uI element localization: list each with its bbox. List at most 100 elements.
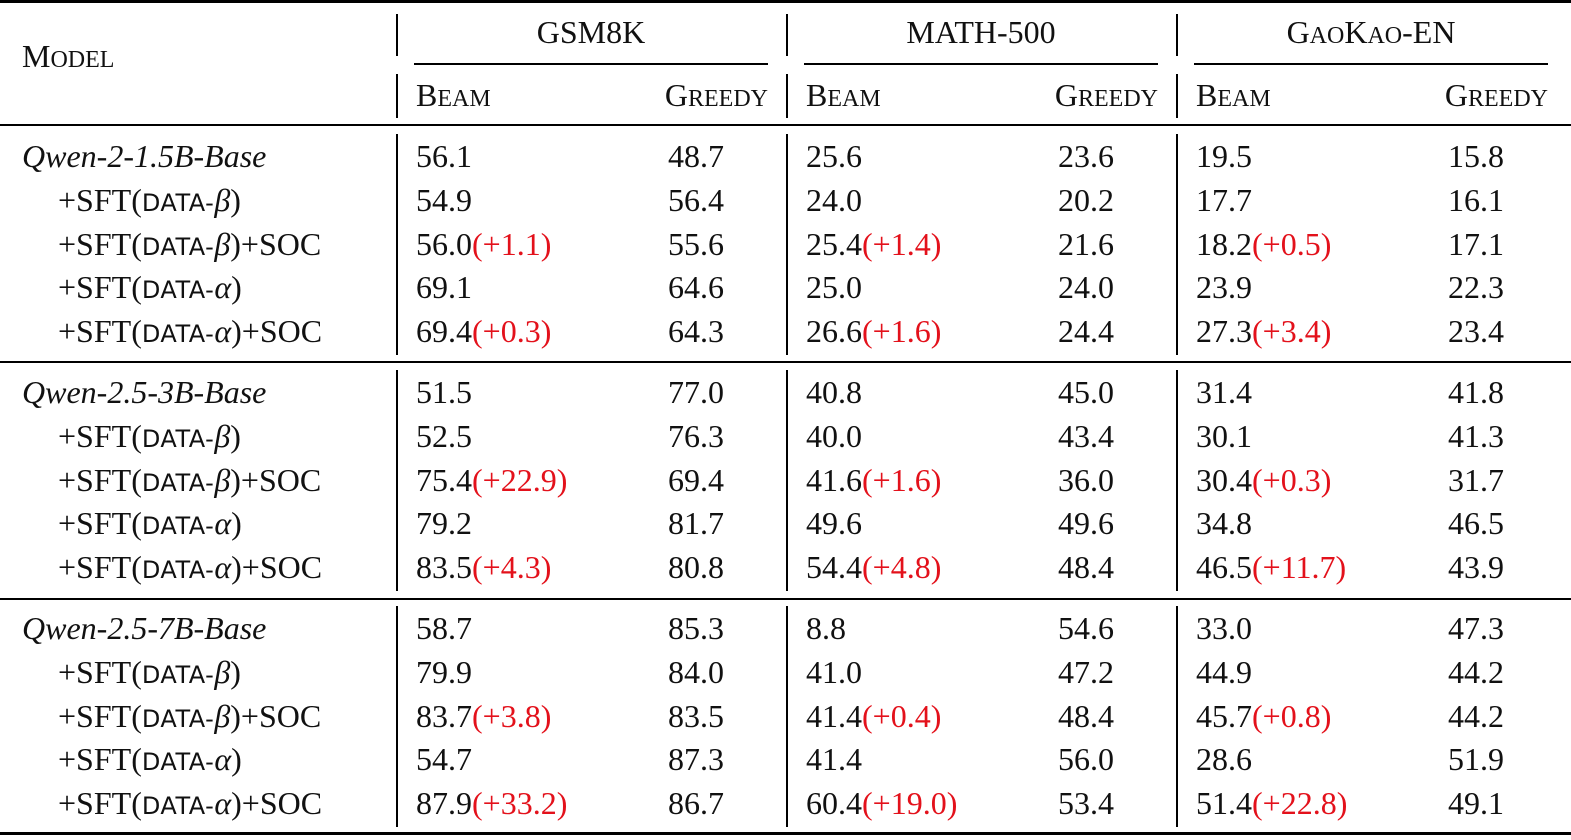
cell-beam: 41.0 <box>806 652 862 692</box>
cell-value: 52.5 <box>416 417 472 454</box>
header-vline <box>396 74 398 118</box>
header-vline <box>1176 14 1178 56</box>
cell-value: 87.9 <box>416 785 472 822</box>
cell-value: 54.4 <box>806 549 862 586</box>
cell-greedy: 56.0 <box>1058 739 1114 779</box>
cell-value: 30.4 <box>1196 461 1252 498</box>
variant-label: +SFT(DATA-α)+SOC <box>58 549 323 586</box>
cell-beam: 34.8 <box>1196 503 1252 543</box>
cell-beam: 75.4(+22.9) <box>416 460 567 500</box>
dataset-header-gsm8k: GSM8K <box>536 14 646 50</box>
cell-beam: 23.9 <box>1196 267 1252 307</box>
cell-value: 41.4 <box>806 697 862 734</box>
cell-value: 44.2 <box>1448 653 1504 690</box>
cell-greedy: 69.4 <box>668 460 724 500</box>
cell-beam: 25.6 <box>806 136 862 176</box>
cell-greedy: 51.9 <box>1448 739 1504 779</box>
cell-value: 48.4 <box>1058 697 1114 734</box>
cell-value: 83.7 <box>416 697 472 734</box>
cell-greedy: 16.1 <box>1448 180 1504 220</box>
body-vline <box>396 606 398 827</box>
delta-badge: (+0.3) <box>472 313 552 350</box>
cell-greedy: 48.4 <box>1058 696 1114 736</box>
cell-beam: 83.5(+4.3) <box>416 547 551 587</box>
cell-value: 49.6 <box>1058 505 1114 542</box>
cmidrule-gaokao <box>1194 63 1548 65</box>
cell-value: 33.0 <box>1196 610 1252 646</box>
cell-value: 87.3 <box>668 741 724 778</box>
delta-badge: (+1.6) <box>862 461 942 498</box>
cell-value: 76.3 <box>668 417 724 454</box>
cell-value: 77.0 <box>668 374 724 410</box>
cell-value: 54.6 <box>1058 610 1114 646</box>
cell-beam: 69.4(+0.3) <box>416 311 551 351</box>
cell-greedy: 41.8 <box>1448 372 1504 412</box>
cell-value: 86.7 <box>668 785 724 822</box>
cell-value: 46.5 <box>1196 549 1252 586</box>
cell-beam: 19.5 <box>1196 136 1252 176</box>
cell-beam: 87.9(+33.2) <box>416 783 567 823</box>
cell-value: 22.3 <box>1448 269 1504 306</box>
delta-badge: (+22.8) <box>1252 785 1348 822</box>
model-name: Qwen-2-1.5B-Base <box>22 138 267 174</box>
variant-label: +SFT(DATA-β) <box>58 653 241 690</box>
body-vline <box>396 134 398 355</box>
cell-beam: 33.0 <box>1196 608 1252 648</box>
cell-beam: 40.8 <box>806 372 862 412</box>
cell-value: 80.8 <box>668 549 724 586</box>
cell-beam: 27.3(+3.4) <box>1196 311 1331 351</box>
body-vline <box>786 370 788 591</box>
subheader-beam: BEAM <box>416 77 491 113</box>
cell-beam: 51.4(+22.8) <box>1196 783 1347 823</box>
body-vline <box>1176 606 1178 827</box>
cell-value: 47.3 <box>1448 610 1504 646</box>
cell-value: 58.7 <box>416 610 472 646</box>
variant-label: +SFT(DATA-α)+SOC <box>58 785 323 822</box>
delta-badge: (+33.2) <box>472 785 568 822</box>
cell-value: 81.7 <box>668 505 724 542</box>
delta-badge: (+1.6) <box>862 313 942 350</box>
header-rule <box>0 124 1571 126</box>
cell-value: 8.8 <box>806 610 846 646</box>
cell-value: 23.4 <box>1448 313 1504 350</box>
cell-value: 45.0 <box>1058 374 1114 410</box>
cell-value: 23.6 <box>1058 138 1114 174</box>
variant-label: +SFT(DATA-α) <box>58 741 242 778</box>
cell-greedy: 49.1 <box>1448 783 1504 823</box>
cell-value: 69.4 <box>668 461 724 498</box>
cell-value: 79.9 <box>416 653 472 690</box>
cell-value: 19.5 <box>1196 138 1252 174</box>
cell-beam: 58.7 <box>416 608 472 648</box>
cell-value: 54.7 <box>416 741 472 778</box>
model-name: Qwen-2.5-3B-Base <box>22 374 267 410</box>
cell-greedy: 84.0 <box>668 652 724 692</box>
body-vline <box>1176 134 1178 355</box>
cell-value: 45.7 <box>1196 697 1252 734</box>
cell-beam: 51.5 <box>416 372 472 412</box>
cell-value: 84.0 <box>668 653 724 690</box>
cell-greedy: 86.7 <box>668 783 724 823</box>
cell-greedy: 41.3 <box>1448 416 1504 456</box>
cell-value: 28.6 <box>1196 741 1252 778</box>
cell-value: 79.2 <box>416 505 472 542</box>
cell-beam: 49.6 <box>806 503 862 543</box>
variant-label: +SFT(DATA-α)+SOC <box>58 313 323 350</box>
body-vline <box>1176 370 1178 591</box>
cell-beam: 54.4(+4.8) <box>806 547 941 587</box>
delta-badge: (+22.9) <box>472 461 568 498</box>
delta-badge: (+1.4) <box>862 225 942 262</box>
cell-value: 25.4 <box>806 225 862 262</box>
cell-greedy: 44.2 <box>1448 696 1504 736</box>
cell-beam: 79.9 <box>416 652 472 692</box>
cell-greedy: 87.3 <box>668 739 724 779</box>
cell-greedy: 80.8 <box>668 547 724 587</box>
cell-beam: 30.4(+0.3) <box>1196 460 1331 500</box>
cell-greedy: 17.1 <box>1448 224 1504 264</box>
cell-greedy: 85.3 <box>668 608 724 648</box>
cell-value: 60.4 <box>806 785 862 822</box>
cell-value: 49.6 <box>806 505 862 542</box>
group-rule-1 <box>0 361 1571 363</box>
cell-value: 17.7 <box>1196 181 1252 218</box>
cell-greedy: 43.9 <box>1448 547 1504 587</box>
cell-value: 69.4 <box>416 313 472 350</box>
